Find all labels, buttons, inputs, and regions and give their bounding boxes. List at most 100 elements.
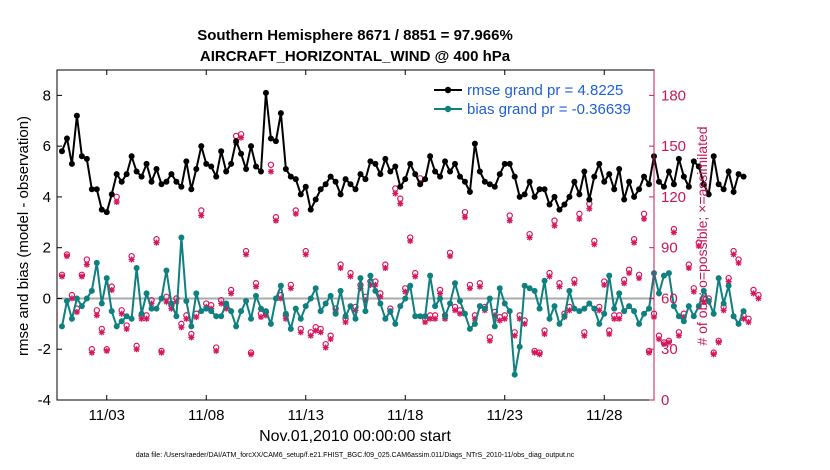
y-axis-label-right: # of obs: o=possible; ×=assimilated	[694, 126, 710, 345]
rmse-point	[287, 173, 294, 180]
obs-assimilated-stroke	[163, 299, 170, 305]
bias-point	[133, 265, 140, 271]
rmse-point	[432, 168, 439, 175]
bias-point	[218, 313, 225, 320]
bias-series	[58, 234, 747, 378]
chart-title-line2: AIRCRAFT_HORIZONTAL_WIND @ 400 hPa	[200, 48, 511, 65]
bias-point	[646, 305, 653, 312]
bias-point	[128, 315, 135, 322]
rmse-point	[680, 173, 687, 180]
rmse-point	[208, 163, 215, 170]
bias-point	[372, 287, 379, 294]
bias-point	[193, 290, 200, 297]
rmse-point	[257, 168, 264, 175]
rmse-point	[730, 188, 737, 195]
obs-assimilated-marker	[302, 251, 309, 258]
rmse-point	[705, 191, 712, 198]
obs-assimilated-marker	[272, 217, 279, 224]
rmse-point	[501, 160, 508, 167]
obs-assimilated-marker	[591, 241, 598, 248]
obs-assimilated-stroke	[740, 316, 747, 322]
rmse-point	[357, 171, 364, 178]
obs-assimilated-stroke	[322, 344, 329, 351]
rmse-point	[83, 155, 90, 162]
bias-point	[621, 308, 628, 315]
rmse-point	[516, 193, 523, 200]
rmse-point	[282, 166, 289, 172]
obs-assimilated-marker	[163, 298, 170, 305]
bias-point	[710, 310, 717, 317]
obs-assimilated-stroke	[536, 351, 543, 358]
bias-point	[556, 320, 563, 327]
rmse-point	[98, 206, 105, 213]
legend-rmse-marker	[444, 86, 452, 94]
obs-assimilated-marker	[98, 329, 105, 336]
obs-assimilated-stroke	[64, 253, 70, 259]
rmse-point	[88, 186, 95, 193]
bias-point	[342, 313, 349, 320]
obs-assimilated-marker	[337, 265, 344, 271]
bias-point	[307, 295, 314, 302]
obs-assimilated-stroke	[253, 283, 259, 290]
y-tick-label-right: 30	[661, 341, 678, 358]
rmse-point	[735, 171, 742, 178]
bias-point	[566, 287, 573, 294]
obs-assimilated-marker	[382, 265, 389, 271]
obs-assimilated-marker	[452, 307, 458, 314]
obs-assimilated-marker	[178, 324, 185, 331]
bias-point	[456, 298, 463, 304]
obs-assimilated-marker	[506, 217, 513, 224]
obs-assimilated-stroke	[750, 290, 757, 297]
bias-point	[596, 320, 603, 327]
rmse-point	[481, 178, 488, 185]
obs-assimilated-marker	[566, 307, 573, 314]
x-tick-label: 11/28	[586, 407, 622, 424]
rmse-point	[148, 178, 155, 185]
obs-assimilated-marker	[123, 325, 130, 332]
bias-point	[287, 325, 294, 332]
rmse-point	[173, 178, 180, 185]
obs-assimilated-stroke	[656, 336, 662, 342]
bias-point	[198, 308, 205, 315]
y-tick-label-right: 90	[661, 240, 678, 257]
obs-assimilated-stroke	[138, 316, 145, 322]
bias-point	[591, 305, 598, 312]
obs-assimilated-stroke	[755, 295, 762, 302]
obs-assimilated-marker	[108, 287, 115, 293]
bias-point	[720, 300, 727, 307]
obs-assimilated-stroke	[457, 310, 463, 317]
bias-point	[362, 308, 369, 315]
obs-assimilated-marker	[551, 222, 558, 229]
y-tick-label-right: 60	[661, 290, 678, 307]
rmse-point	[392, 163, 399, 170]
bias-point	[606, 272, 613, 279]
bias-point	[601, 310, 608, 317]
obs-assimilated-stroke	[123, 326, 130, 332]
obs-assimilated-stroke	[104, 348, 110, 354]
obs-assimilated-stroke	[188, 334, 195, 341]
obs-assimilated-stroke	[392, 190, 399, 197]
rmse-point	[307, 206, 314, 213]
rmse-point	[397, 183, 404, 190]
bias-point	[188, 323, 195, 330]
rmse-point	[531, 193, 538, 200]
rmse-point	[103, 209, 110, 216]
rmse-point	[93, 186, 100, 193]
bias-point	[576, 308, 583, 315]
plot-frame	[56, 69, 655, 401]
bias-point	[317, 308, 324, 315]
obs-assimilated-stroke	[109, 287, 115, 293]
bias-point	[422, 313, 429, 320]
bias-point	[665, 270, 672, 277]
bias-point	[501, 300, 508, 307]
obs-assimilated-stroke	[337, 265, 344, 271]
rmse-point	[591, 173, 598, 180]
rmse-point	[367, 158, 374, 165]
legend-rmse-label: rmse grand pr = 4.8225	[467, 82, 623, 99]
bias-point	[267, 320, 274, 327]
obs-assimilated-stroke	[631, 239, 637, 246]
obs-assimilated-marker	[267, 168, 274, 175]
bias-point	[432, 303, 439, 310]
bias-point	[243, 298, 250, 304]
obs-assimilated-stroke	[268, 168, 274, 175]
